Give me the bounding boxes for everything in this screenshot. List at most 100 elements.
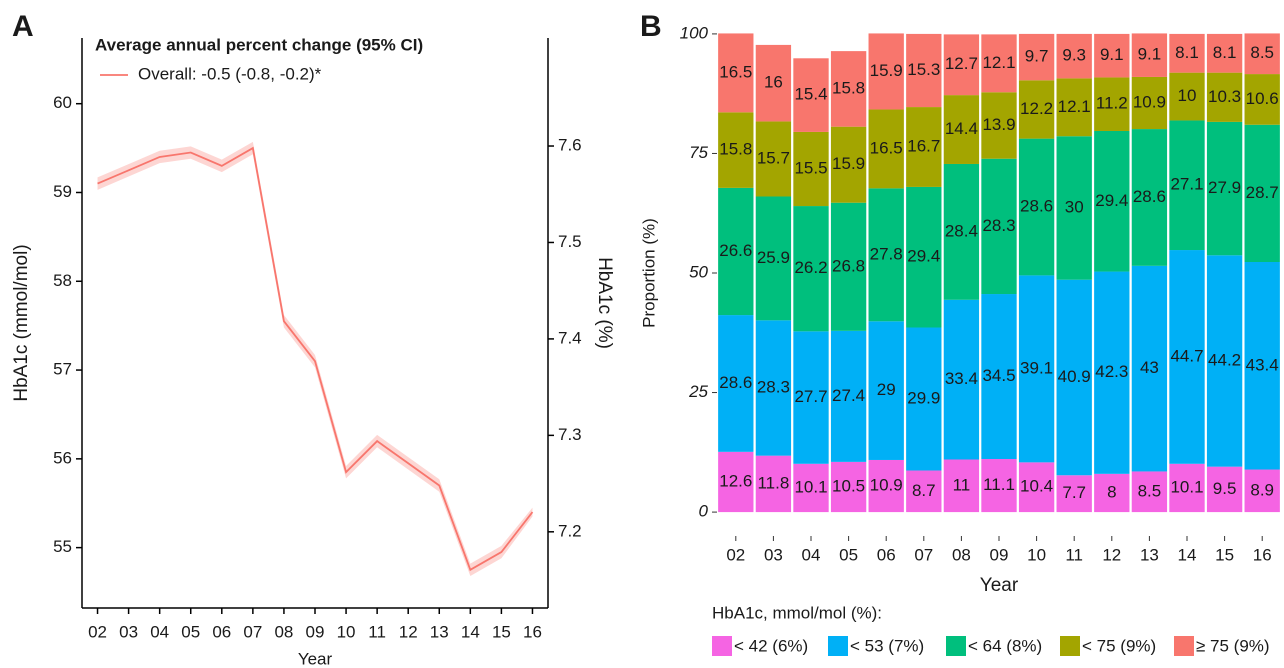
bar-segment <box>718 33 754 113</box>
x-tick-label: 07 <box>243 622 262 641</box>
x-tick-label: 09 <box>990 545 1009 564</box>
bar-segment <box>943 459 980 513</box>
data-label: 15.5 <box>794 158 827 177</box>
bar-segment <box>1056 78 1092 137</box>
bar-segment <box>1094 77 1130 131</box>
data-label: 29 <box>877 380 896 399</box>
bar-segment <box>1131 471 1168 513</box>
panel-label: A <box>12 10 34 43</box>
bar-segment <box>793 58 829 132</box>
x-tick-label: 12 <box>399 622 418 641</box>
y2-tick-label: 7.3 <box>558 425 582 444</box>
bar-segment <box>906 33 942 108</box>
data-label: 8.1 <box>1213 43 1237 62</box>
data-label: 15.9 <box>870 61 903 80</box>
data-label: 9.1 <box>1138 45 1162 64</box>
data-label: 15.8 <box>832 78 865 97</box>
bar-segment <box>1206 466 1243 513</box>
bar-segment <box>943 34 980 96</box>
bar-segment <box>1206 72 1243 122</box>
bar-segment <box>943 163 980 300</box>
bar-segment <box>1169 33 1205 73</box>
x-tick-label: 06 <box>212 622 231 641</box>
data-label: 16.5 <box>870 138 903 157</box>
data-label: 9.5 <box>1213 479 1237 498</box>
bar-segment <box>1094 271 1130 474</box>
x-tick-label: 04 <box>150 622 169 641</box>
data-label: 10.1 <box>1170 477 1203 496</box>
bar-segment <box>1169 250 1205 464</box>
legend-title: HbA1c, mmol/mol (%): <box>712 603 882 622</box>
x-tick-label: 03 <box>764 545 783 564</box>
x-tick-label: 14 <box>1178 545 1197 564</box>
data-label: 28.6 <box>1133 187 1166 206</box>
data-label: 25.9 <box>757 248 790 267</box>
legend-label: Overall: -0.5 (-0.8, -0.2)* <box>138 64 322 83</box>
bar-segment <box>1056 279 1092 476</box>
bar-segment <box>1206 121 1243 256</box>
y2-tick-label: 7.4 <box>558 328 582 347</box>
bar-segment <box>793 206 829 332</box>
data-label: 8.9 <box>1250 480 1274 499</box>
bar-segment <box>981 92 1017 159</box>
data-label: 44.2 <box>1208 350 1241 369</box>
data-label: 15.8 <box>719 140 752 159</box>
y2-tick-label: 7.6 <box>558 136 582 155</box>
data-label: 15.3 <box>907 60 940 79</box>
bar-segment <box>718 187 754 316</box>
bar-segment <box>1131 33 1168 77</box>
legend-swatch <box>1174 636 1194 656</box>
bar-segment <box>1169 72 1205 121</box>
bar-segment <box>718 451 754 513</box>
data-label: 8.5 <box>1138 481 1162 500</box>
legend-swatch <box>1060 636 1080 656</box>
y2-tick-label: 7.5 <box>558 232 582 251</box>
data-label: 10.5 <box>832 476 865 495</box>
x-tick-label: 11 <box>368 622 386 641</box>
data-label: 26.8 <box>832 256 865 275</box>
x-tick-label: 12 <box>1102 545 1121 564</box>
data-label: 8.7 <box>912 481 936 500</box>
x-tick-label: 02 <box>88 622 107 641</box>
data-label: 42.3 <box>1095 362 1128 381</box>
x-tick-label: 13 <box>430 622 449 641</box>
x-tick-label: 04 <box>802 545 821 564</box>
bar-segment <box>1131 265 1168 472</box>
data-label: 26.2 <box>794 258 827 277</box>
legend-label: < 42 (6%) <box>734 636 808 655</box>
bar-segment <box>755 44 792 122</box>
data-label: 27.4 <box>832 386 865 405</box>
y2-tick-label: 7.2 <box>558 521 582 540</box>
bar-segment <box>755 455 792 513</box>
y-axis-label: HbA1c (mmol/mol) <box>11 244 32 401</box>
x-tick-label: 15 <box>1215 545 1234 564</box>
data-label: 29.9 <box>907 388 940 407</box>
legend-title: Average annual percent change (95% CI) <box>95 35 423 54</box>
data-label: 12.1 <box>982 53 1015 72</box>
data-label: 11.8 <box>757 473 789 492</box>
bar-segment <box>755 320 792 456</box>
data-label: 12.7 <box>945 54 978 73</box>
bar-segment <box>1206 33 1243 73</box>
legend-label: < 75 (9%) <box>1082 636 1156 655</box>
data-label: 11.1 <box>983 475 1015 494</box>
data-label: 12.1 <box>1058 97 1091 116</box>
data-label: 27.9 <box>1208 178 1241 197</box>
data-label: 16 <box>764 73 783 92</box>
bar-segment <box>868 33 904 110</box>
bar-segment <box>830 51 867 127</box>
x-tick-label: 11 <box>1065 545 1083 564</box>
bar-segment <box>1056 33 1092 79</box>
data-label: 10.3 <box>1208 87 1241 106</box>
data-label: 9.3 <box>1062 46 1086 65</box>
bar-segment <box>981 459 1017 513</box>
x-tick-label: 02 <box>726 545 745 564</box>
bar-segment <box>1131 129 1168 266</box>
bar-segment <box>755 196 792 321</box>
bar-segment <box>1094 33 1130 78</box>
y-tick-label: 0 <box>699 502 709 521</box>
data-label: 12.2 <box>1020 99 1053 118</box>
data-label: 28.4 <box>945 221 978 240</box>
bar-segment <box>1018 138 1055 276</box>
